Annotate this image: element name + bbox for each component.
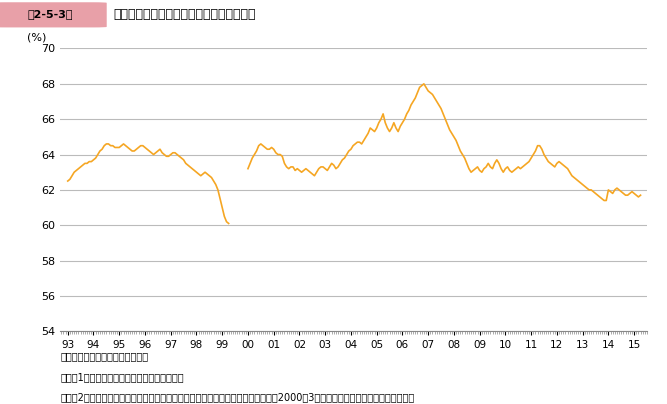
Y-axis label: (%): (%) (27, 33, 46, 43)
Text: （注）1．集計対象は国内銀行となっている。: （注）1．集計対象は国内銀行となっている。 (60, 372, 183, 382)
Text: 資料：日本銀行「金融経済月報」: 資料：日本銀行「金融経済月報」 (60, 351, 148, 362)
FancyBboxPatch shape (0, 2, 107, 27)
Text: 第2-5-3図: 第2-5-3図 (27, 9, 73, 19)
Text: 法人向け貸出に占める中小企業貸出の割合: 法人向け貸出に占める中小企業貸出の割合 (113, 8, 256, 21)
Text: 2．中小企業基本法の改正により、対象企業の範囲が大きく変わったため、2000年3月までとそれ以降は接続していない。: 2．中小企業基本法の改正により、対象企業の範囲が大きく変わったため、2000年3… (60, 392, 414, 402)
